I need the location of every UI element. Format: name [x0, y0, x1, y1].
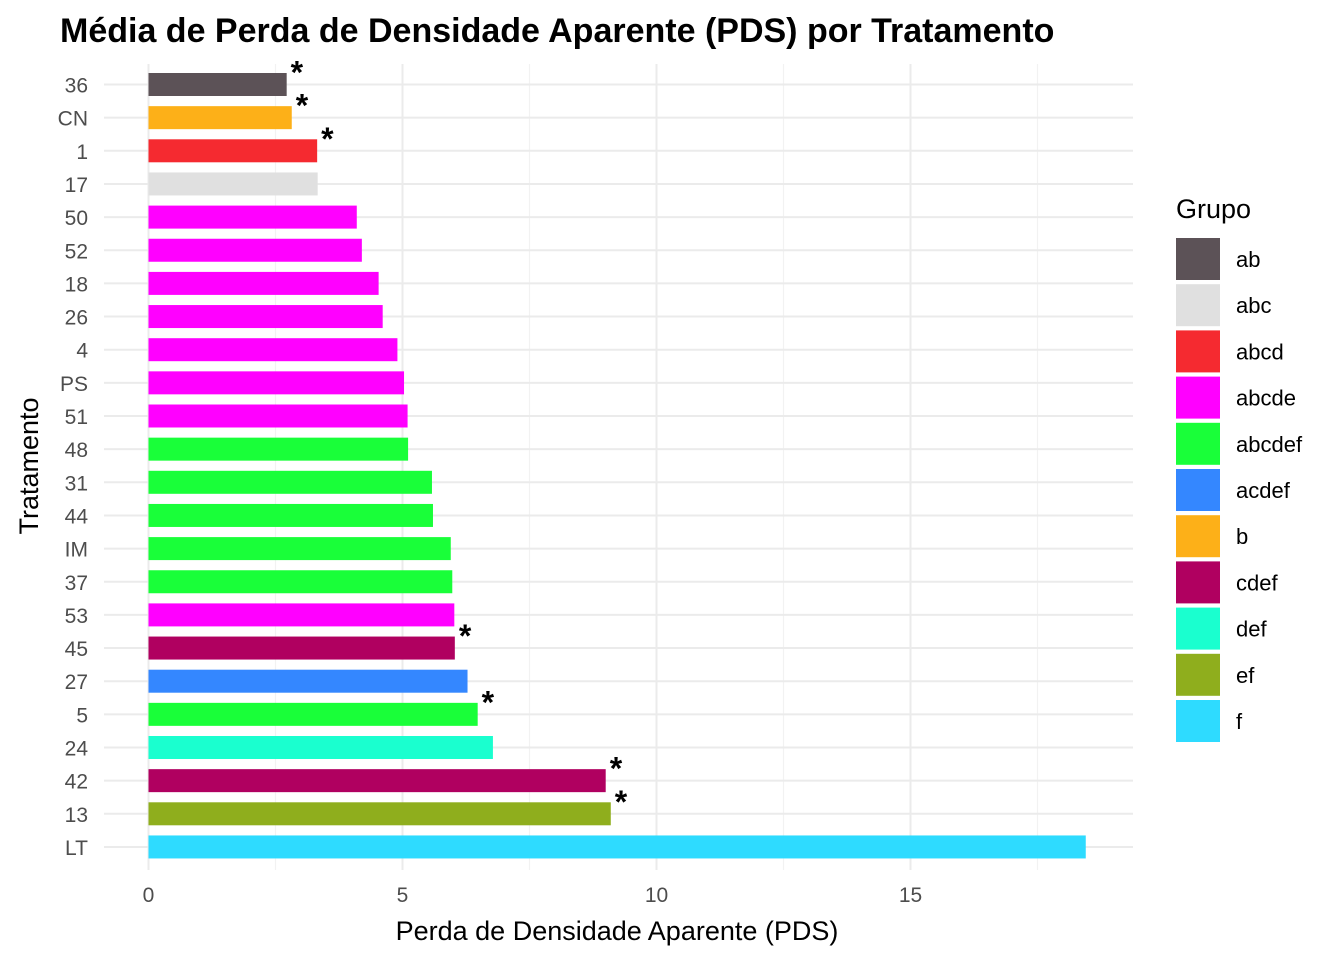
y-tick-label-50: 50 — [65, 207, 88, 230]
x-axis-title: Perda de Densidade Aparente (PDS) — [396, 916, 839, 946]
y-tick-label-IM: IM — [65, 539, 88, 562]
y-tick-label-LT: LT — [65, 837, 88, 860]
legend-label-ef: ef — [1236, 663, 1255, 688]
bar-50 — [148, 205, 357, 229]
bar-48 — [148, 437, 409, 461]
significance-star-1: * — [321, 121, 334, 157]
legend-label-abcde: abcde — [1236, 386, 1296, 411]
bar-44 — [148, 503, 433, 527]
y-tick-label-42: 42 — [65, 771, 88, 794]
y-axis-title: Tratamento — [14, 397, 44, 534]
legend-swatch-acdef — [1176, 469, 1220, 511]
bar-1 — [148, 139, 318, 163]
bar-37 — [148, 570, 453, 594]
bar-45 — [148, 636, 455, 660]
bar-31 — [148, 470, 432, 494]
x-tick-label-0: 0 — [143, 884, 155, 907]
y-tick-label-26: 26 — [65, 307, 88, 330]
y-tick-label-48: 48 — [65, 439, 88, 462]
bar-52 — [148, 238, 362, 262]
y-axis-tick-labels: 36 CN 1 17 50 52 18 26 4 PS 51 48 31 44 IM 37 53 45 27 5 24 4… — [58, 75, 89, 860]
bar-18 — [148, 271, 379, 295]
significance-star-5: * — [482, 684, 495, 720]
significance-star-42: * — [610, 751, 623, 787]
bar-CN — [148, 106, 292, 130]
y-tick-label-1: 1 — [76, 141, 88, 164]
y-tick-label-45: 45 — [65, 638, 88, 661]
legend-swatch-cdef — [1176, 561, 1220, 604]
y-tick-label-4: 4 — [76, 340, 88, 363]
legend-label-ab: ab — [1236, 247, 1260, 272]
legend-swatch-ab — [1176, 238, 1220, 280]
legend-label-b: b — [1236, 524, 1248, 549]
legend-label-f: f — [1236, 709, 1243, 734]
y-tick-label-5: 5 — [76, 704, 88, 727]
legend-label-acdef: acdef — [1236, 478, 1291, 503]
x-axis-tick-labels: 0 5 10 15 — [143, 884, 923, 907]
bar-27 — [148, 669, 468, 693]
y-tick-label-52: 52 — [65, 240, 88, 263]
legend-swatch-abcd — [1176, 330, 1220, 373]
legend-label-abc: abc — [1236, 293, 1271, 318]
y-tick-label-37: 37 — [65, 572, 88, 595]
significance-star-36: * — [291, 55, 304, 91]
y-tick-label-13: 13 — [65, 804, 88, 827]
bar-36 — [148, 73, 287, 96]
legend-label-def: def — [1236, 617, 1267, 642]
legend-swatch-b — [1176, 515, 1220, 558]
bar-42 — [148, 769, 606, 793]
legend-swatch-abc — [1176, 284, 1220, 327]
legend-swatch-ef — [1176, 653, 1220, 696]
y-tick-label-PS: PS — [60, 373, 88, 396]
legend: Grupo ab abc abcd abcde abcdef acdef b cdef def e… — [1176, 194, 1303, 742]
significance-star-13: * — [615, 784, 628, 820]
x-tick-label-10: 10 — [645, 884, 668, 907]
significance-star-CN: * — [296, 88, 309, 124]
x-tick-label-5: 5 — [397, 884, 409, 907]
bar-17 — [148, 172, 318, 196]
y-tick-label-27: 27 — [65, 671, 88, 694]
y-tick-label-24: 24 — [65, 738, 89, 761]
bar-LT — [148, 835, 1086, 859]
bar-5 — [148, 702, 478, 726]
bar-53 — [148, 603, 455, 627]
x-tick-label-15: 15 — [899, 884, 922, 907]
bar-PS — [148, 371, 405, 395]
chart-title: Média de Perda de Densidade Aparente (PD… — [60, 12, 1054, 50]
legend-label-cdef: cdef — [1236, 570, 1278, 595]
legend-label-abcdef: abcdef — [1236, 432, 1303, 457]
y-tick-label-53: 53 — [65, 605, 88, 628]
legend-title: Grupo — [1176, 194, 1251, 224]
legend-swatch-f — [1176, 700, 1220, 742]
y-tick-label-31: 31 — [65, 472, 88, 495]
y-tick-label-18: 18 — [65, 273, 88, 296]
bar-4 — [148, 338, 398, 362]
bar-26 — [148, 305, 383, 329]
y-tick-label-CN: CN — [58, 108, 88, 131]
bar-IM — [148, 537, 451, 561]
bar-51 — [148, 404, 408, 428]
legend-label-abcd: abcd — [1236, 339, 1284, 364]
legend-swatch-abcde — [1176, 376, 1220, 419]
significance-star-45: * — [459, 618, 472, 654]
y-tick-label-44: 44 — [65, 505, 89, 528]
bar-24 — [148, 736, 493, 759]
legend-swatch-def — [1176, 607, 1220, 650]
bar-13 — [148, 802, 611, 826]
y-tick-label-51: 51 — [65, 406, 88, 429]
y-tick-label-36: 36 — [65, 75, 88, 98]
legend-swatch-abcdef — [1176, 422, 1220, 465]
y-tick-label-17: 17 — [65, 174, 88, 197]
bars — [148, 73, 1086, 859]
significance-markers: ******* — [291, 55, 628, 820]
